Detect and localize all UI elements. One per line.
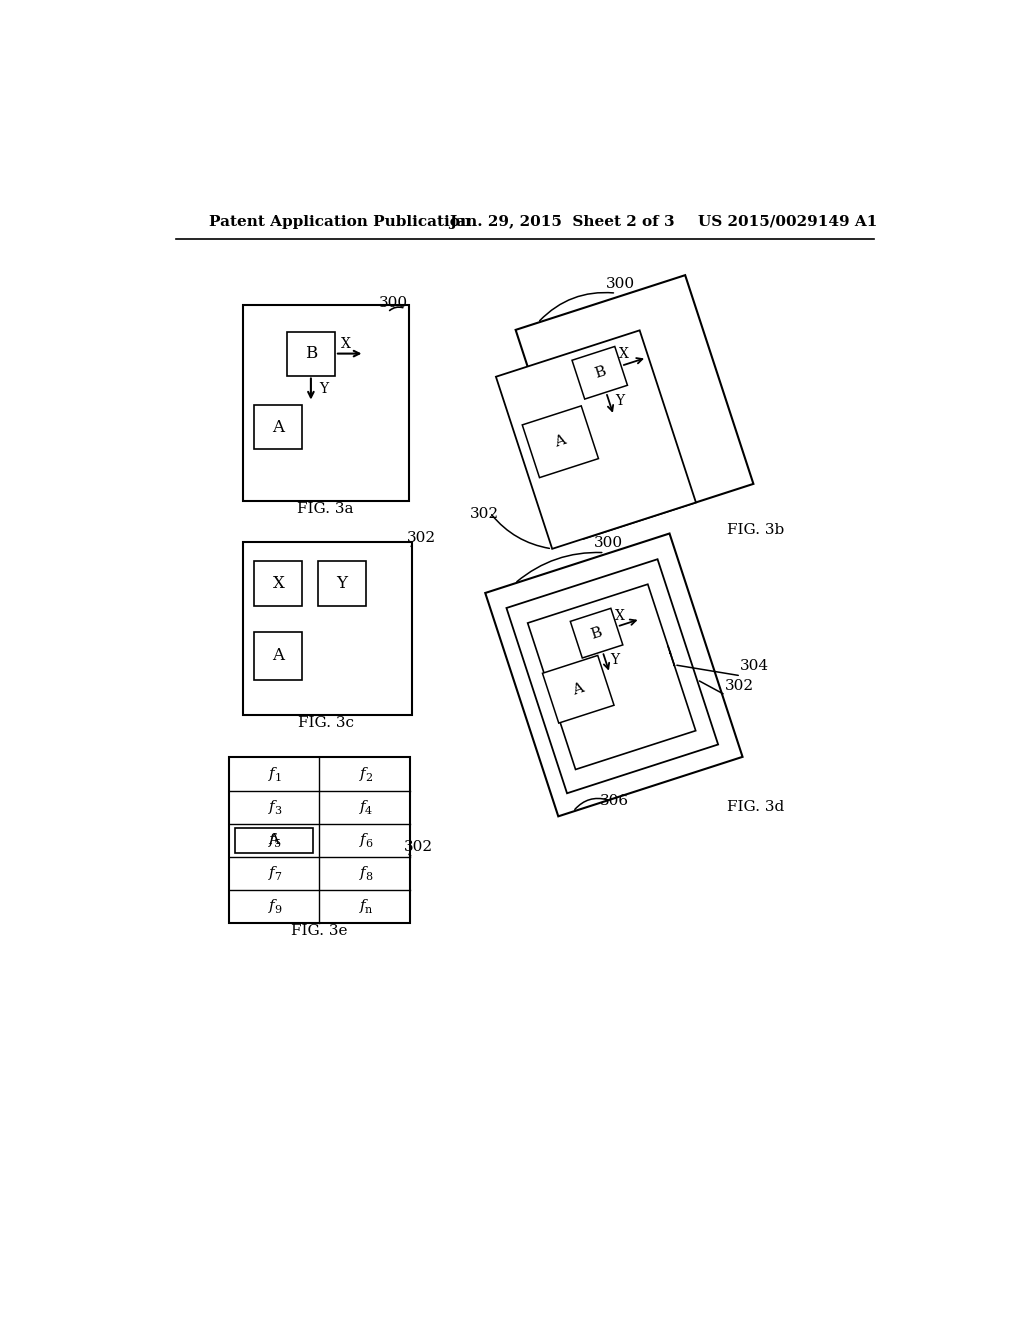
- Text: 300: 300: [605, 277, 635, 290]
- Text: f: f: [269, 800, 274, 814]
- Text: 3: 3: [274, 807, 282, 816]
- Text: f: f: [269, 767, 274, 781]
- Text: 302: 302: [725, 678, 754, 693]
- Text: 2: 2: [366, 774, 372, 783]
- Text: 304: 304: [740, 660, 769, 673]
- Bar: [243, 305, 410, 502]
- Text: Y: Y: [337, 576, 347, 591]
- Text: 302: 302: [404, 841, 433, 854]
- Text: FIG. 3b: FIG. 3b: [727, 523, 784, 537]
- Bar: [254, 632, 302, 680]
- Text: Y: Y: [610, 652, 620, 667]
- Polygon shape: [543, 656, 614, 723]
- Text: A: A: [272, 418, 285, 436]
- Text: f: f: [269, 866, 274, 880]
- Text: f: f: [269, 833, 274, 847]
- Text: f: f: [359, 899, 366, 913]
- Text: f: f: [359, 866, 366, 880]
- Text: n: n: [365, 906, 373, 915]
- Polygon shape: [507, 560, 718, 793]
- Text: 4: 4: [366, 807, 372, 816]
- Bar: [254, 561, 302, 606]
- Text: A: A: [272, 647, 285, 664]
- Text: A: A: [570, 681, 586, 697]
- Text: B: B: [592, 364, 607, 381]
- Text: X: X: [618, 347, 629, 362]
- Text: 306: 306: [600, 795, 630, 808]
- Polygon shape: [496, 330, 696, 549]
- Bar: [243, 543, 412, 715]
- Text: FIG. 3e: FIG. 3e: [291, 924, 348, 937]
- Bar: [254, 405, 302, 449]
- Text: f: f: [269, 899, 274, 913]
- Bar: [228, 758, 410, 923]
- Text: f: f: [359, 833, 366, 847]
- Text: B: B: [589, 624, 604, 642]
- Polygon shape: [572, 346, 628, 399]
- Text: FIG. 3d: FIG. 3d: [727, 800, 784, 814]
- Text: X: X: [615, 609, 625, 623]
- Text: FIG. 3c: FIG. 3c: [298, 715, 353, 730]
- Bar: [287, 331, 335, 376]
- Bar: [317, 561, 366, 606]
- Text: f: f: [359, 800, 366, 814]
- Text: X: X: [341, 337, 351, 351]
- Text: f: f: [359, 767, 366, 781]
- Text: US 2015/0029149 A1: US 2015/0029149 A1: [697, 215, 877, 228]
- Text: B: B: [305, 345, 317, 362]
- Polygon shape: [485, 533, 742, 816]
- Polygon shape: [522, 405, 598, 478]
- Text: Y: Y: [615, 393, 624, 408]
- Text: 300: 300: [594, 536, 623, 550]
- Text: 6: 6: [366, 840, 372, 849]
- Polygon shape: [570, 609, 623, 657]
- Text: Y: Y: [319, 383, 329, 396]
- Text: A: A: [268, 833, 280, 847]
- Polygon shape: [527, 585, 695, 770]
- Text: Patent Application Publication: Patent Application Publication: [209, 215, 471, 228]
- Text: Jan. 29, 2015  Sheet 2 of 3: Jan. 29, 2015 Sheet 2 of 3: [450, 215, 675, 228]
- Text: 302: 302: [470, 507, 499, 521]
- Text: 300: 300: [379, 296, 408, 310]
- Text: 5: 5: [274, 840, 282, 849]
- Text: 8: 8: [366, 873, 372, 882]
- Text: 302: 302: [407, 531, 435, 545]
- Text: 7: 7: [274, 873, 282, 882]
- Text: 1: 1: [274, 774, 282, 783]
- Text: FIG. 3a: FIG. 3a: [297, 502, 354, 516]
- Text: A: A: [553, 433, 567, 450]
- Text: X: X: [272, 576, 285, 591]
- Polygon shape: [516, 275, 754, 539]
- Text: 9: 9: [274, 906, 282, 915]
- Bar: [234, 828, 313, 853]
